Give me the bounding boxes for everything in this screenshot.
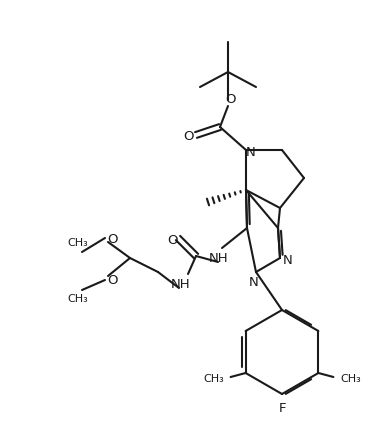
Text: O: O	[226, 92, 236, 105]
Text: NH: NH	[209, 252, 229, 265]
Text: F: F	[278, 401, 286, 414]
Text: N: N	[249, 276, 259, 288]
Text: N: N	[283, 253, 293, 267]
Text: CH₃: CH₃	[203, 374, 224, 384]
Text: N: N	[246, 146, 256, 158]
Text: O: O	[107, 232, 117, 246]
Text: CH₃: CH₃	[68, 294, 88, 304]
Text: CH₃: CH₃	[68, 238, 88, 248]
Text: CH₃: CH₃	[340, 374, 361, 384]
Text: NH: NH	[171, 277, 191, 291]
Text: O: O	[107, 274, 117, 288]
Text: O: O	[184, 130, 194, 143]
Text: O: O	[167, 234, 177, 247]
